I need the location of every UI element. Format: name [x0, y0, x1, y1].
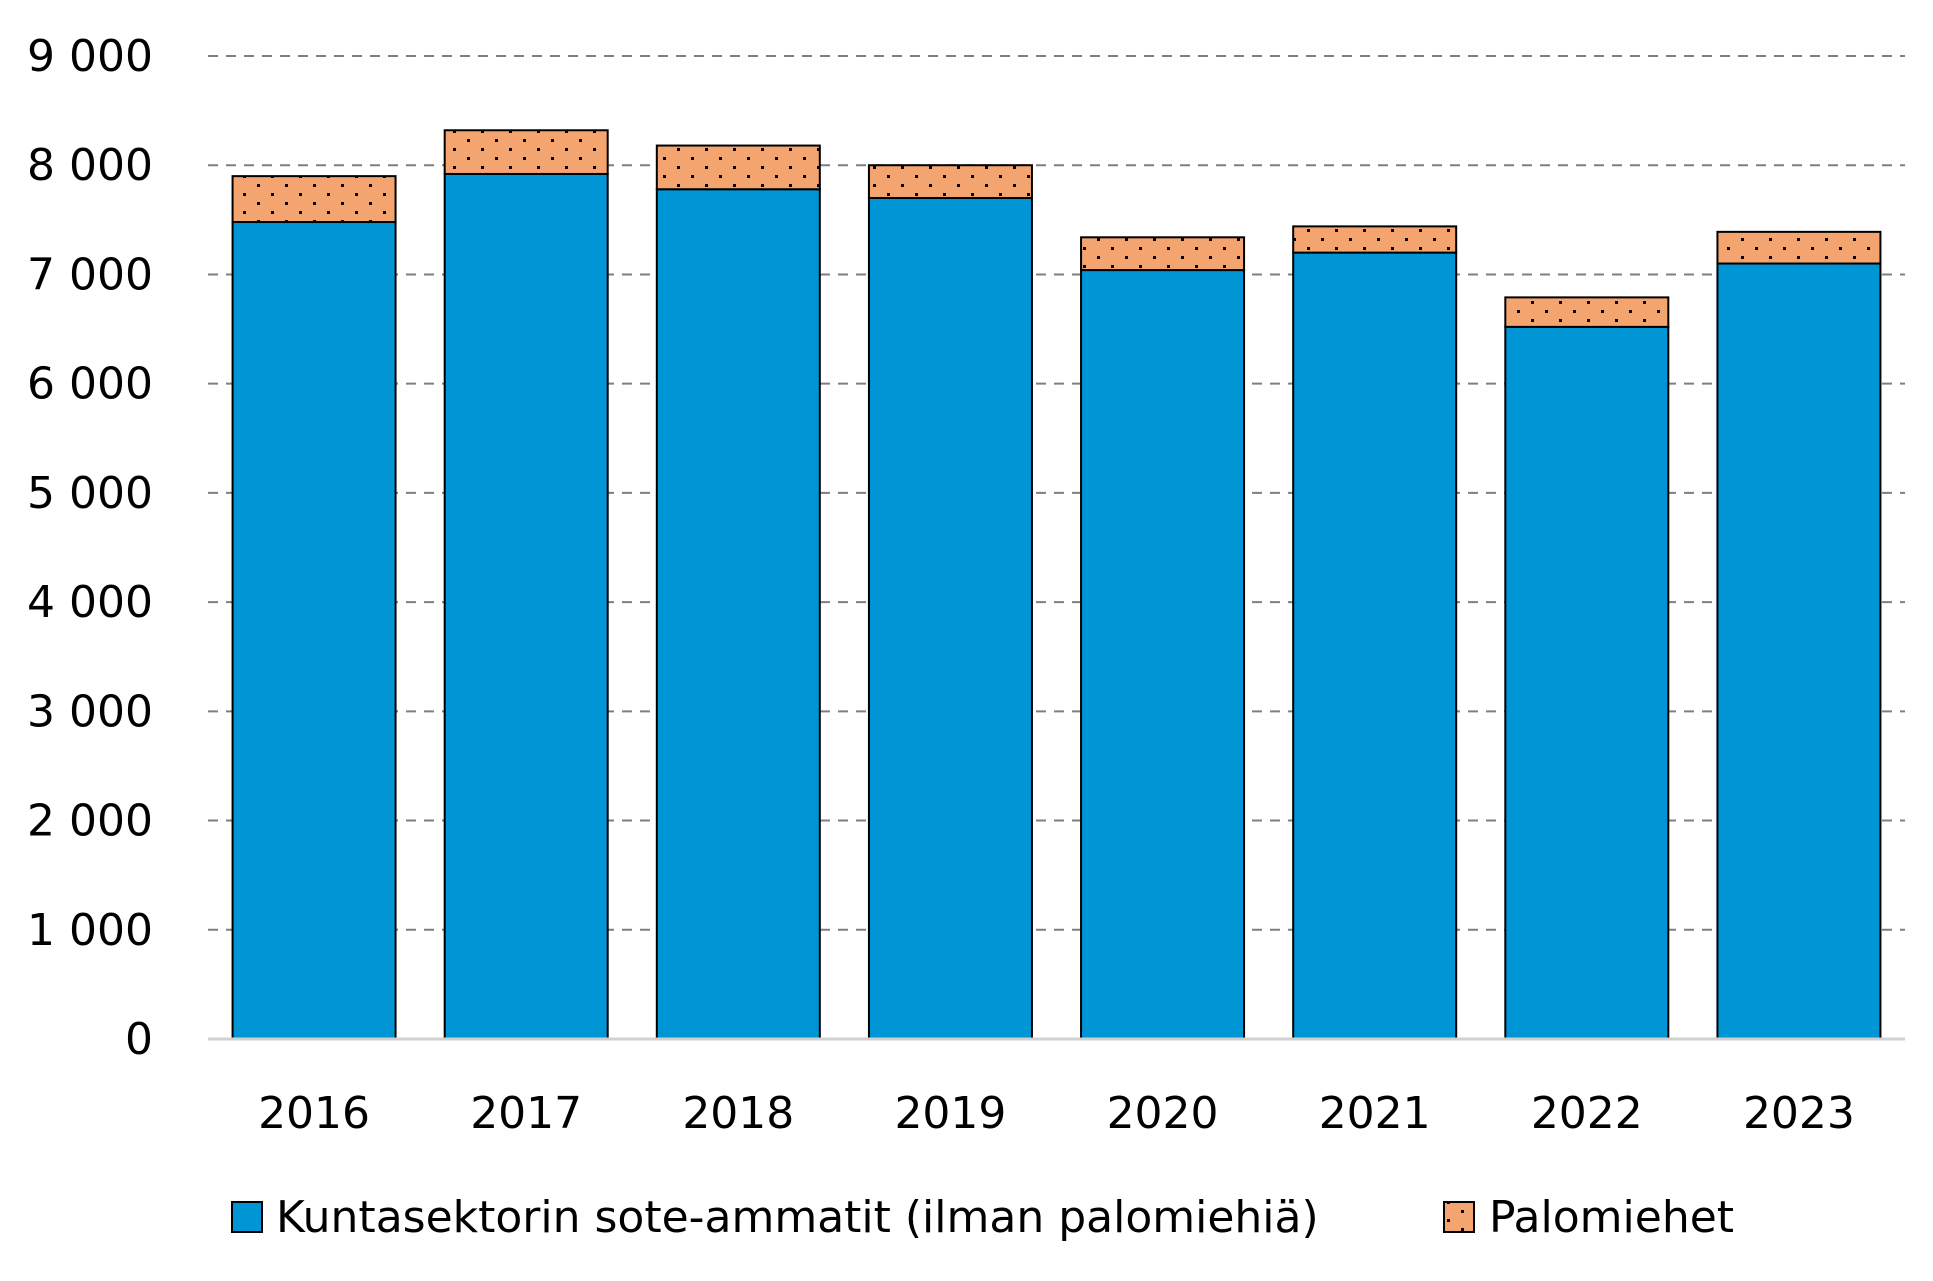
bar-segment-palomiehet	[231, 175, 397, 224]
y-tick-label: 1 000	[27, 905, 153, 956]
legend-item: Palomiehet	[1443, 1192, 1734, 1243]
bars	[231, 129, 1882, 1041]
x-tick-label: 2022	[1531, 1088, 1643, 1139]
bar-segment-sote	[1292, 251, 1458, 1041]
x-tick-label: 2018	[682, 1088, 794, 1139]
y-tick-label: 3 000	[27, 686, 153, 737]
bar-segment-sote	[655, 188, 821, 1041]
y-tick-label: 5 000	[27, 468, 153, 519]
bar-segment-sote	[231, 221, 397, 1041]
x-tick-label: 2021	[1319, 1088, 1431, 1139]
legend: Kuntasektorin sote-ammatit (ilman palomi…	[231, 1192, 1734, 1243]
x-tick-label: 2016	[258, 1088, 370, 1139]
y-tick-label: 2 000	[27, 796, 153, 847]
legend-item: Kuntasektorin sote-ammatit (ilman palomi…	[231, 1192, 1319, 1243]
bar-segment-sote	[867, 196, 1033, 1040]
x-tick-label: 2019	[894, 1088, 1006, 1139]
bar-segment-palomiehet	[867, 164, 1033, 199]
legend-swatch	[1443, 1201, 1475, 1233]
bar-segment-sote	[1716, 262, 1882, 1040]
y-tick-label: 9 000	[27, 31, 153, 82]
y-tick-label: 8 000	[27, 140, 153, 191]
bar-segment-palomiehet	[1716, 230, 1882, 265]
bar-segment-sote	[1080, 269, 1246, 1040]
gridlines	[208, 55, 1905, 931]
x-tick-label: 2020	[1107, 1088, 1219, 1139]
bar-segment-palomiehet	[443, 129, 609, 175]
axes: 0 1 000 2 000 3 000 4 000 5 000 6 000 7 000 8 00…	[27, 31, 1905, 1139]
bar-segment-sote	[1504, 325, 1670, 1041]
bar-segment-sote	[443, 172, 609, 1040]
bar-segment-palomiehet	[1080, 236, 1246, 272]
y-tick-label: 7 000	[27, 249, 153, 300]
legend-label: Palomiehet	[1489, 1192, 1734, 1243]
legend-swatch	[231, 1201, 263, 1233]
y-tick-label: 6 000	[27, 359, 153, 410]
bar-segment-palomiehet	[1292, 225, 1458, 254]
x-tick-label: 2017	[470, 1088, 582, 1139]
bar-segment-palomiehet	[655, 144, 821, 191]
y-tick-label: 4 000	[27, 577, 153, 628]
legend-label: Kuntasektorin sote-ammatit (ilman palomi…	[276, 1192, 1319, 1243]
bar-segment-palomiehet	[1504, 296, 1670, 328]
x-tick-label: 2023	[1743, 1088, 1855, 1139]
y-tick-label: 0	[125, 1014, 153, 1065]
